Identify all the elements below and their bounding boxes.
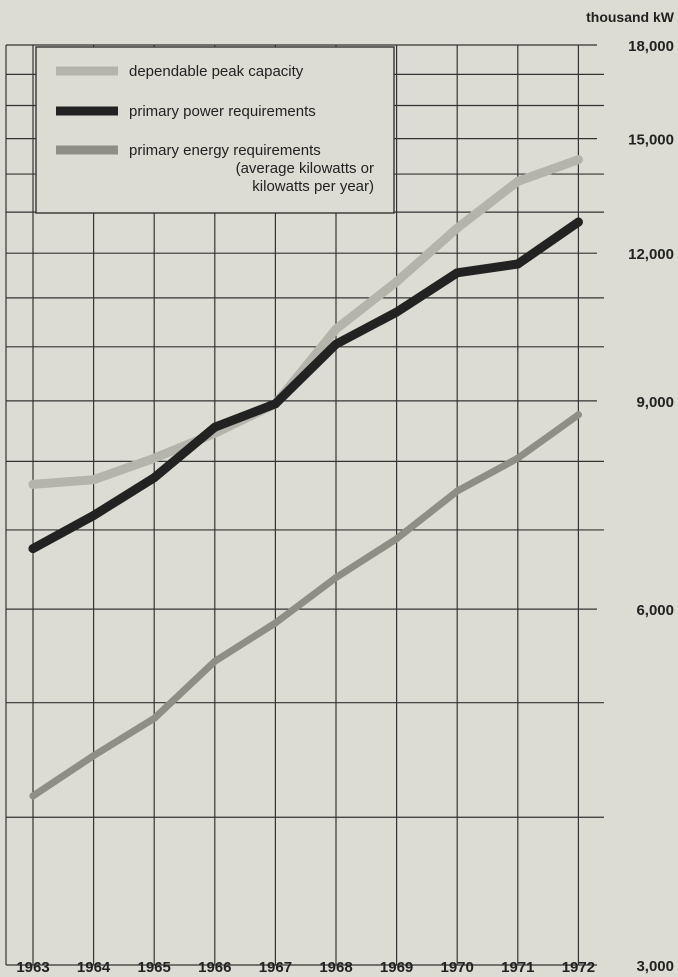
legend-label-line: (average kilowatts or: [236, 160, 374, 177]
series-1-point: [149, 453, 159, 463]
series-3-point: [332, 574, 340, 582]
series-2-point: [89, 510, 99, 520]
series-3-point: [90, 752, 98, 760]
y-tick-label: 18,000: [628, 38, 674, 55]
legend: dependable peak capacity primary power re…: [35, 46, 395, 214]
series-3-point: [574, 411, 582, 419]
series-line-3: [29, 411, 582, 800]
series-2-point: [28, 544, 38, 554]
x-tick-label: 1963: [16, 959, 49, 976]
legend-label-line: kilowatts per year): [252, 178, 374, 195]
axis-labels: thousand kW 3,000 6,000 9,000 12,000 15,000 1…: [16, 9, 674, 976]
x-tick-label: 1964: [77, 959, 111, 976]
y-tick-label: 3,000: [636, 958, 674, 975]
series-2-point: [331, 339, 341, 349]
legend-label: dependable peak capacity: [129, 63, 304, 80]
series-2-point: [270, 399, 280, 409]
series-1-point: [28, 479, 38, 489]
series-lines: [28, 155, 583, 800]
series-1-point: [89, 475, 99, 485]
y-tick-label: 6,000: [636, 602, 674, 619]
series-2-point: [392, 307, 402, 317]
series-2-point: [149, 473, 159, 483]
series-2-point: [210, 422, 220, 432]
series-1-point: [573, 155, 583, 165]
series-3-point: [29, 792, 37, 800]
x-tick-label: 1968: [319, 959, 352, 976]
series-1-point: [452, 223, 462, 233]
x-tick-label: 1965: [138, 959, 171, 976]
y-tick-label: 12,000: [628, 246, 674, 263]
series-3-point: [453, 487, 461, 495]
series-1-point: [331, 324, 341, 334]
series-3-point: [514, 454, 522, 462]
series-2-point: [513, 259, 523, 269]
legend-label: primary power requirements: [129, 103, 316, 120]
x-tick-label: 1969: [380, 959, 413, 976]
x-tick-label: 1972: [562, 959, 595, 976]
legend-label: primary energy requirements: [129, 142, 321, 159]
series-3-point: [271, 619, 279, 627]
x-tick-label: 1970: [441, 959, 474, 976]
y-axis-unit-label: thousand kW: [586, 9, 675, 25]
series-2-point: [452, 268, 462, 278]
series-line-1: [28, 155, 583, 489]
y-tick-label: 15,000: [628, 132, 674, 149]
x-tick-label: 1967: [259, 959, 292, 976]
y-tick-label: 9,000: [636, 394, 674, 411]
series-3-point: [393, 535, 401, 543]
series-1-point: [513, 176, 523, 186]
x-tick-label: 1971: [501, 959, 534, 976]
series-1-point: [392, 277, 402, 287]
series-3-point: [211, 657, 219, 665]
x-tick-label: 1966: [198, 959, 231, 976]
series-3-point: [150, 714, 158, 722]
series-2-point: [573, 217, 583, 227]
series-line-2: [28, 217, 583, 554]
